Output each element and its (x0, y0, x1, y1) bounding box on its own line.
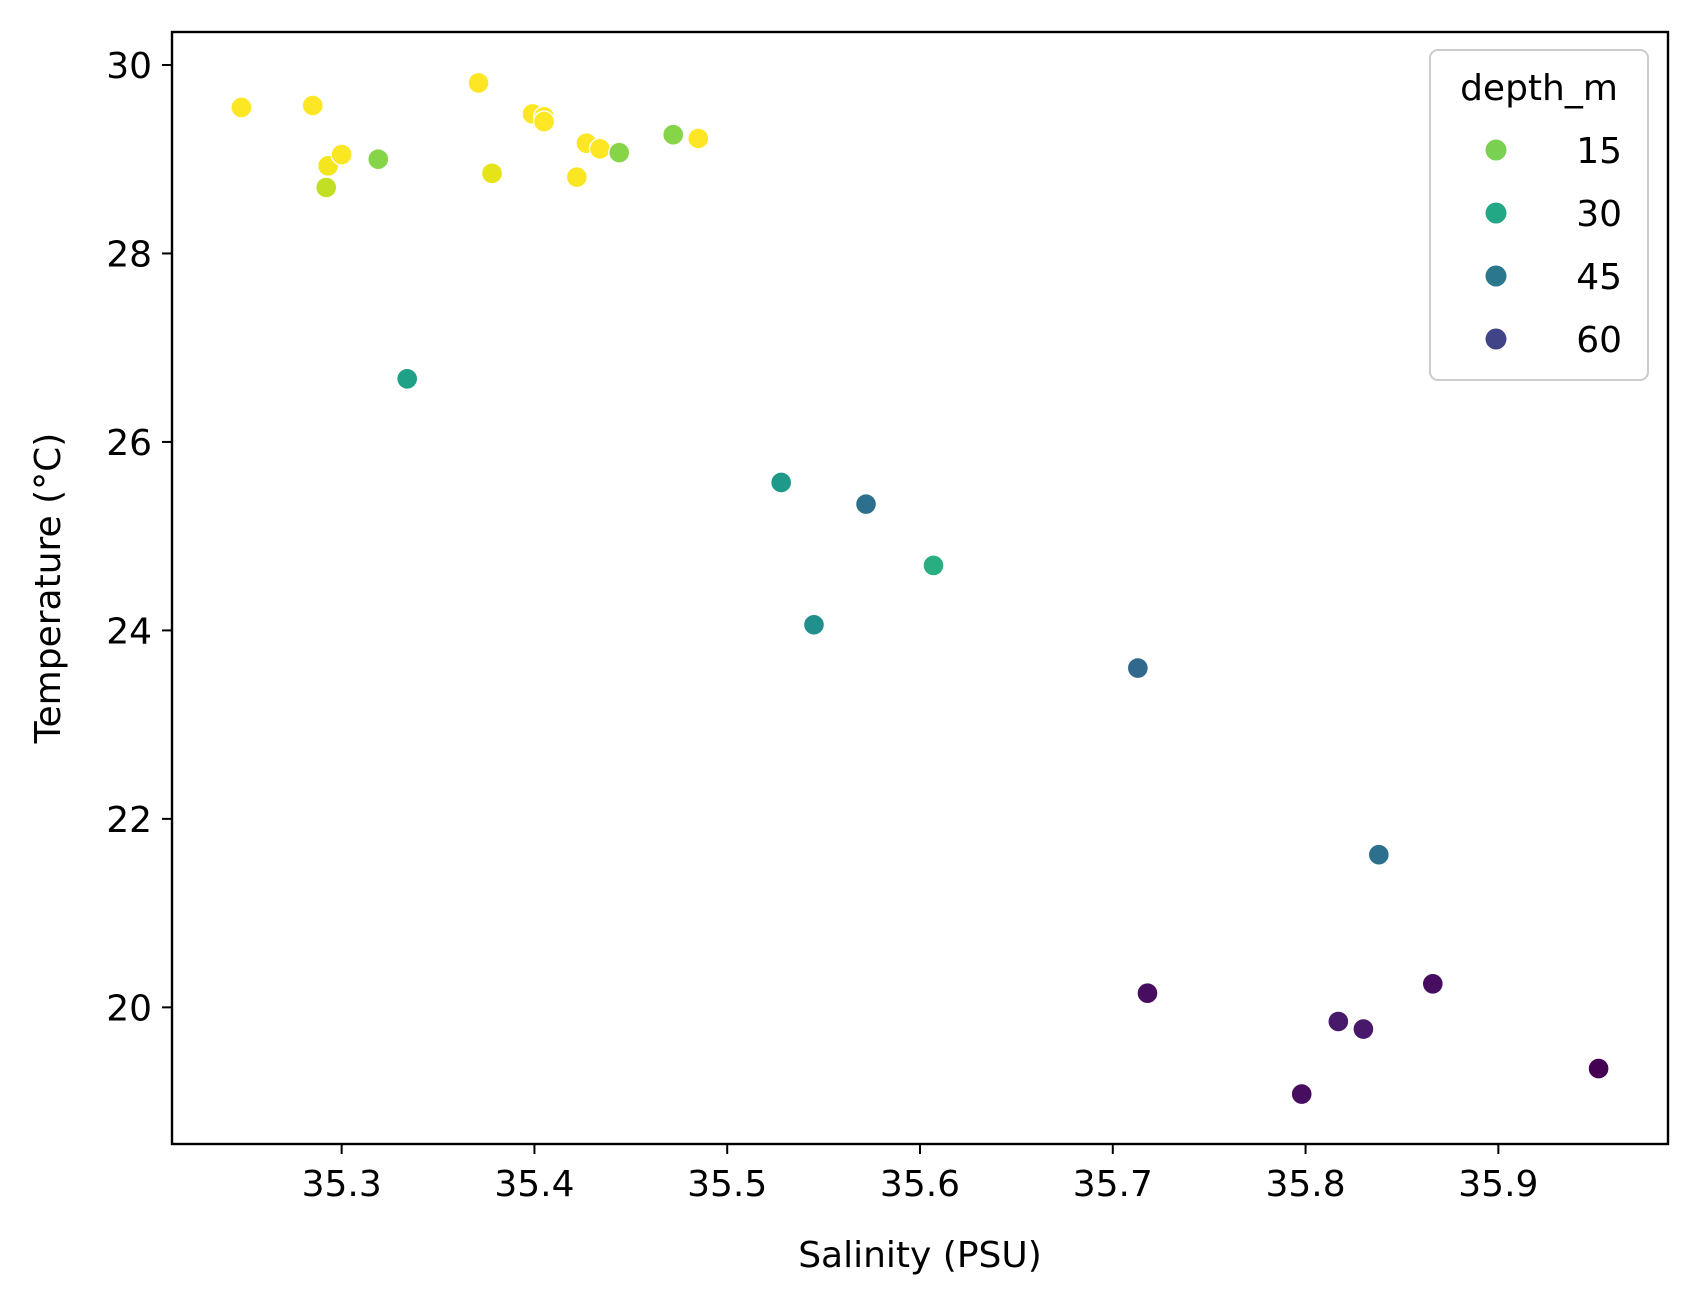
data-point (230, 96, 253, 119)
data-point (1352, 1017, 1375, 1041)
data-point (1327, 1010, 1350, 1033)
x-tick-label: 35.5 (687, 1164, 767, 1205)
data-point (1136, 982, 1159, 1005)
data-point (367, 148, 390, 171)
data-point (802, 613, 826, 636)
legend-marker (1485, 139, 1507, 161)
y-axis: 20 22 24 26 28 30 (106, 46, 172, 1029)
legend: depth_m 15 30 45 60 (1429, 49, 1649, 381)
legend-label: 60 (1576, 320, 1622, 361)
legend-marker (1485, 202, 1507, 224)
data-point (854, 492, 878, 516)
x-axis-label: Salinity (PSU) (798, 1235, 1042, 1276)
x-tick-label: 35.9 (1458, 1164, 1538, 1205)
data-point (922, 554, 945, 577)
data-point (1421, 972, 1445, 995)
data-point (1587, 1057, 1610, 1080)
points-layer (230, 71, 1610, 1106)
legend-label: 45 (1576, 257, 1622, 298)
x-tick-label: 35.3 (302, 1164, 382, 1205)
data-point (662, 123, 685, 146)
y-tick-label: 28 (106, 234, 152, 275)
data-point (395, 367, 419, 390)
x-tick-label: 35.7 (1073, 1164, 1153, 1205)
y-tick-label: 24 (106, 611, 152, 652)
legend-marker (1485, 328, 1507, 350)
data-point (565, 165, 589, 189)
x-tick-label: 35.4 (494, 1164, 574, 1205)
data-point (687, 127, 710, 150)
legend-marker (1485, 265, 1507, 287)
y-tick-label: 22 (106, 800, 152, 841)
x-tick-label: 35.6 (880, 1164, 960, 1205)
data-point (301, 94, 324, 117)
legend-label: 15 (1576, 131, 1622, 172)
y-tick-label: 30 (106, 46, 152, 87)
data-point (1290, 1082, 1313, 1106)
data-point (330, 143, 353, 166)
data-point (480, 162, 504, 185)
data-point (1367, 843, 1391, 866)
data-point (608, 141, 631, 164)
data-point (1126, 656, 1150, 680)
x-axis: 35.3 35.4 35.5 35.6 35.7 35.8 35.9 (302, 1144, 1538, 1205)
x-tick-label: 35.8 (1265, 1164, 1345, 1205)
y-axis-label: Temperature (°C) (28, 433, 69, 745)
legend-frame (1429, 49, 1649, 381)
legend-title: depth_m (1460, 68, 1618, 109)
legend-label: 30 (1576, 194, 1622, 235)
data-point (588, 137, 612, 161)
data-point (315, 176, 338, 199)
y-tick-label: 20 (106, 988, 152, 1029)
data-point (467, 71, 490, 95)
data-point (769, 471, 793, 494)
data-point (532, 110, 556, 133)
y-tick-label: 26 (106, 423, 152, 464)
